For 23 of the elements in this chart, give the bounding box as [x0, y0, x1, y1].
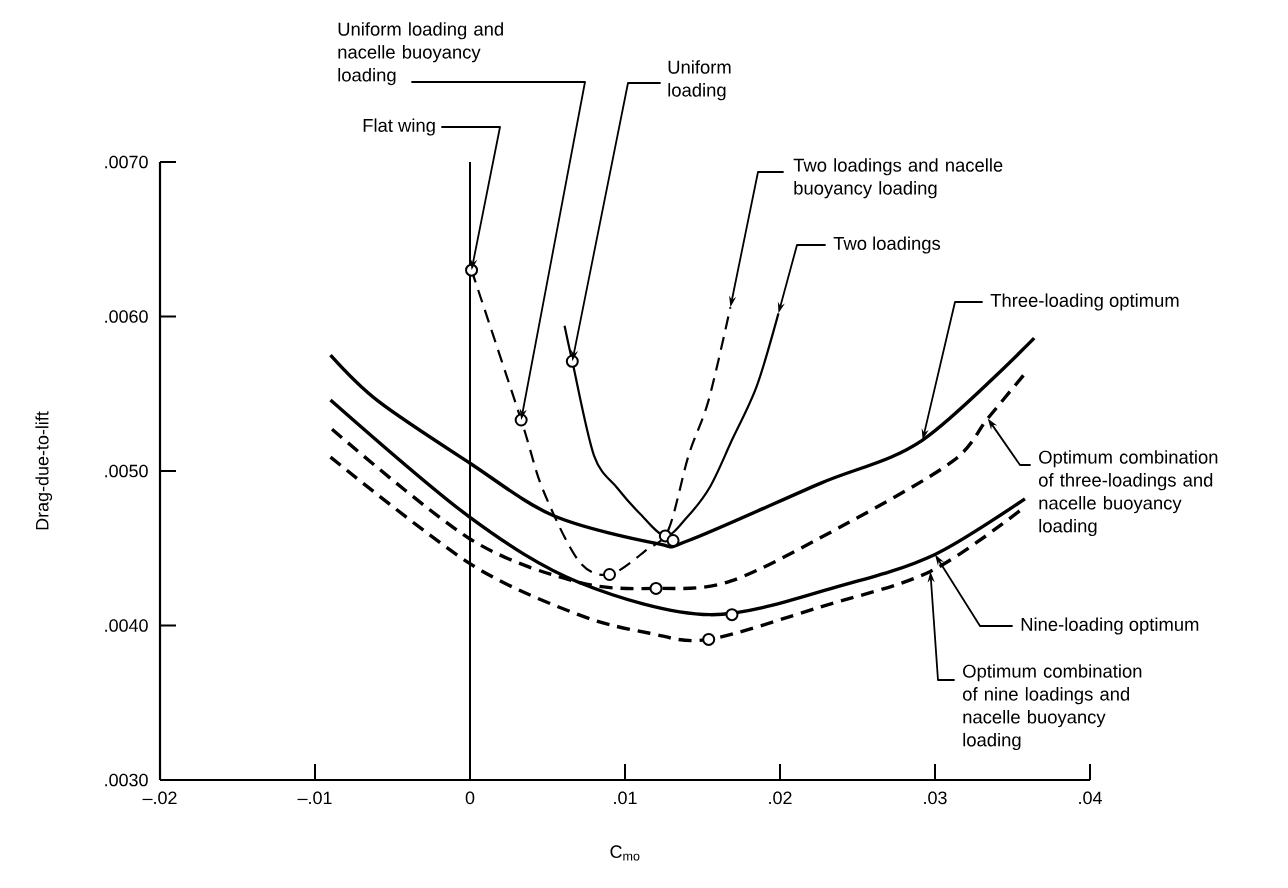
y-tick-label: .0070	[105, 155, 148, 169]
text: Two loadings	[833, 236, 941, 254]
x-tick-label: –.01	[297, 791, 332, 805]
y-tick-label: .0030	[105, 773, 148, 787]
x-tick-label: .04	[1079, 791, 1102, 805]
y-tick-label: .0050	[105, 464, 148, 478]
text: Two loadings and nacelle buoyancy loading	[793, 158, 1003, 199]
x-tick-label: .02	[769, 791, 792, 805]
annotation: Flat wing	[363, 118, 435, 136]
y-axis-title: Drag-due-to-lift	[35, 411, 53, 530]
text: Optimum combination of nine loadings and nacelle buoyancy loading	[962, 664, 1142, 751]
annotation: Uniform loading	[668, 60, 731, 101]
x-tick-label: .03	[924, 791, 947, 805]
x-axis-title: C$_{mo}$	[610, 845, 640, 861]
text: Nine-loading optimum	[1021, 617, 1199, 635]
x-tick-label: .01	[614, 791, 637, 805]
annotation: Uniform loading and nacelle buoyancy loading	[338, 22, 503, 86]
x-tick-label: –.02	[142, 791, 177, 805]
x-tick-label: 0	[465, 791, 475, 805]
y-tick-label: .0060	[105, 310, 148, 323]
text: Optimum combination of three-loadings and nacelle buoyancy loading	[1038, 450, 1218, 537]
text: Three-loading optimum	[990, 293, 1179, 311]
y-tick-label: .0040	[105, 619, 148, 632]
